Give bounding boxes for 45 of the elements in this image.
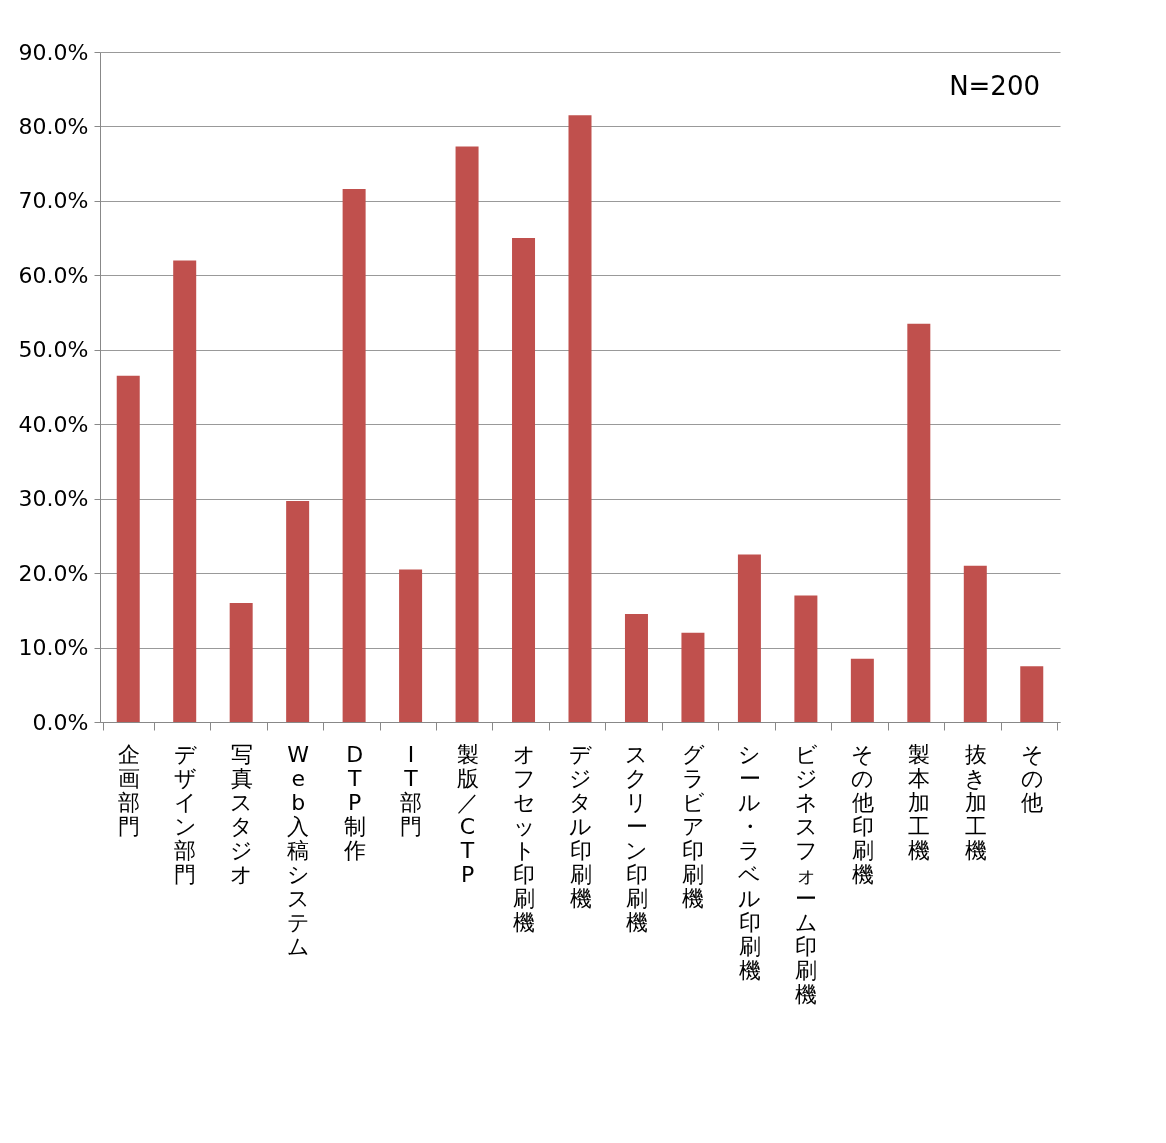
bar [229,602,253,722]
x-tick-label: 製版／CTP [456,741,479,887]
bar [963,565,987,722]
bar [794,595,818,722]
x-tick-label: その他印刷機 [851,741,875,887]
bar [455,146,479,722]
bar [1020,666,1044,722]
x-tick-label: IT部門 [400,741,423,839]
annotation: N=200 [949,71,1040,101]
x-tick-label: DTP制作 [342,741,366,863]
y-tick-label: 90.0% [18,39,89,65]
category-label: ビジネスフォーム印刷機 [794,741,818,1007]
bar [286,500,310,722]
bar [850,658,874,722]
x-tick-label: オフセット印刷機 [512,741,536,935]
x-tick-label: 製本加工機 [908,741,931,863]
bar [342,188,366,722]
bar [512,238,536,722]
bar [681,632,705,722]
y-tick-label: 0.0% [32,709,89,735]
y-tick-label: 70.0% [18,188,89,214]
x-tick-label: デザイン部門 [173,741,197,887]
bar [116,375,140,722]
y-tick-label: 60.0% [18,262,89,288]
category-label: Web入稿システム [286,741,310,959]
x-tick-label: スクリーン印刷機 [625,741,649,935]
x-tick-label: 抜き加工機 [964,741,988,863]
bar [907,323,931,722]
x-tick-label: 企画部門 [117,741,140,839]
y-tick-label: 50.0% [18,337,89,363]
y-tick-label: 40.0% [18,411,89,437]
bar [737,554,761,722]
category-label: シール・ラベル印刷機 [738,741,762,983]
x-tick-label: その他 [1020,741,1044,815]
x-tick-label: デジタル印刷機 [569,741,592,911]
bar [568,115,592,722]
y-tick-label: 10.0% [18,635,89,661]
bar [173,260,197,722]
y-tick-label: 20.0% [18,560,89,586]
bar [399,569,423,722]
x-tick-label: 写真スタジオ [230,741,254,887]
bar [624,614,648,722]
y-tick-label: 80.0% [18,113,89,139]
y-tick-label: 30.0% [18,486,89,512]
x-tick-label: グラビア印刷機 [681,741,705,911]
